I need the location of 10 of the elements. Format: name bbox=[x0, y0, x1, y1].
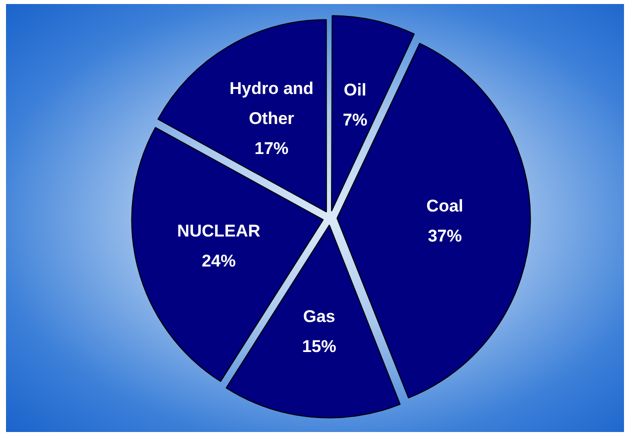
slice-label: Gas bbox=[303, 307, 336, 326]
data-label: 7% bbox=[342, 110, 368, 130]
slice-label: Hydro and Other bbox=[229, 78, 314, 128]
slice-label: Oil bbox=[344, 80, 366, 100]
data-label: 24% bbox=[202, 251, 236, 270]
slice-label: Coal bbox=[426, 196, 464, 216]
data-label: 15% bbox=[302, 337, 336, 356]
data-label: 17% bbox=[254, 138, 289, 158]
slice-label: NUCLEAR bbox=[177, 221, 260, 240]
data-label: 37% bbox=[428, 226, 462, 246]
